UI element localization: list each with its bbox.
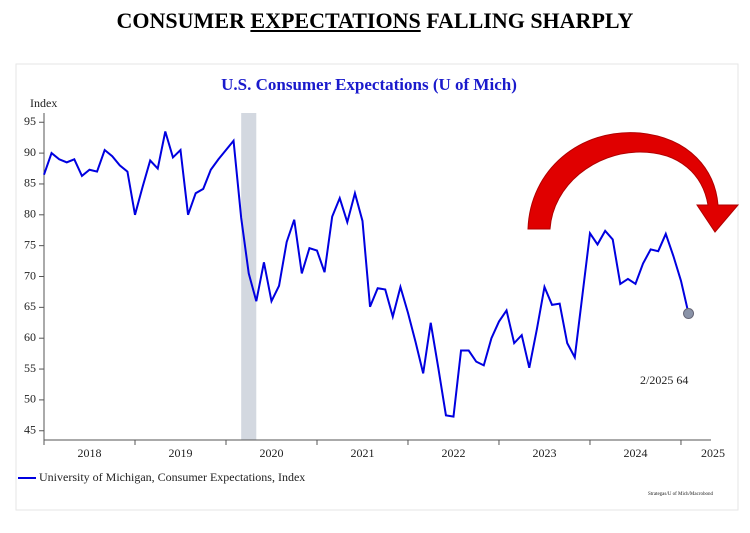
y-tick-label: 90 <box>24 145 36 159</box>
y-tick-label: 60 <box>24 330 36 344</box>
series-line <box>43 131 690 418</box>
chart-frame <box>15 63 739 511</box>
headline-part: FALLING SHARPLY <box>420 8 634 33</box>
x-tick-label: 2018 <box>77 446 101 460</box>
legend-label: University of Michigan, Consumer Expecta… <box>39 470 305 484</box>
chart-title: U.S. Consumer Expectations (U of Mich) <box>221 75 517 94</box>
headline: CONSUMER EXPECTATIONS FALLING SHARPLY <box>0 8 750 34</box>
y-tick-label: 45 <box>24 422 36 436</box>
y-tick-label: 50 <box>24 392 36 406</box>
x-tick-label: 2020 <box>259 446 283 460</box>
arrow <box>527 132 740 233</box>
end-marker <box>683 308 695 320</box>
y-axis-label: Index <box>30 96 57 110</box>
x-tick-label: 2024 <box>623 446 647 460</box>
annotation: 2/2025 64 <box>640 373 688 387</box>
y-tick-label: 70 <box>24 268 36 282</box>
headline-part: EXPECTATIONS <box>250 8 421 33</box>
x-tick-label: 2025 <box>701 446 725 460</box>
x-tick-label: 2022 <box>441 446 465 460</box>
y-tick-label: 75 <box>24 237 36 251</box>
y-tick-label: 95 <box>24 114 36 128</box>
source: Strategas/U of Mich/Macrobond <box>648 492 713 497</box>
y-tick-label: 85 <box>24 176 36 190</box>
y-tick-label: 65 <box>24 299 36 313</box>
x-tick-label: 2023 <box>532 446 556 460</box>
x-tick-label: 2019 <box>168 446 192 460</box>
y-tick-label: 80 <box>24 207 36 221</box>
x-tick-label: 2021 <box>350 446 374 460</box>
headline-part: CONSUMER <box>116 8 251 33</box>
y-tick-label: 55 <box>24 361 36 375</box>
